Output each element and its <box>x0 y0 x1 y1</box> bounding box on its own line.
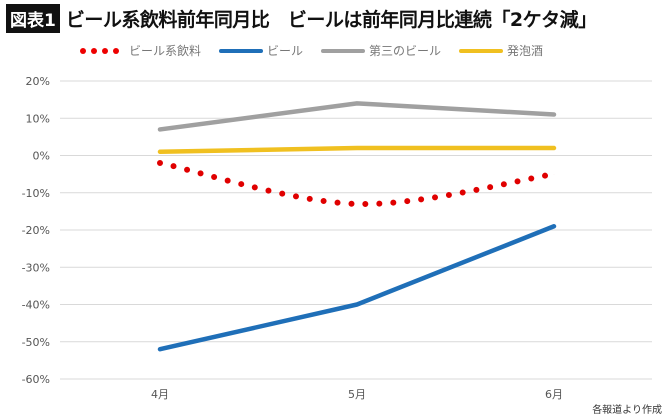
legend-label: ビール <box>267 44 304 58</box>
legend-item-beer: ビール <box>219 42 303 59</box>
legend-item-happoshu: 発泡酒 <box>459 42 543 59</box>
series-line-2 <box>157 101 557 132</box>
y-tick-label: -40% <box>22 299 50 312</box>
legend-swatch <box>219 48 264 53</box>
legend-swatch <box>80 47 119 54</box>
legend-item-third-beer: 第三のビール <box>321 42 441 59</box>
title-text: ビール系飲料前年同月比 ビールは前年同月比連続「2ケタ減」 <box>65 8 597 31</box>
y-tick-label: 20% <box>26 75 50 88</box>
legend: ビール系飲料 ビール 第三のビール 発泡酒 <box>80 42 543 59</box>
legend-label: 第三のビール <box>369 44 442 58</box>
chart-title: 図表1 ビール系飲料前年同月比 ビールは前年同月比連続「2ケタ減」 <box>6 3 597 33</box>
legend-swatch <box>459 48 504 53</box>
figure-badge: 図表1 <box>6 3 60 33</box>
y-tick-label: 10% <box>26 112 50 125</box>
legend-label: 発泡酒 <box>507 44 544 58</box>
y-tick-label: -60% <box>22 373 50 386</box>
y-tick-label: -10% <box>22 187 50 200</box>
x-tick-label: 5月 <box>348 388 366 401</box>
x-tick-label: 6月 <box>545 388 563 401</box>
legend-label: ビール系飲料 <box>129 44 202 58</box>
source-note: 各報道より作成 <box>592 405 662 416</box>
series-line-0 <box>157 159 557 207</box>
series-line-1 <box>157 224 557 352</box>
y-tick-label: 0% <box>33 150 50 163</box>
y-tick-label: -50% <box>22 336 50 349</box>
y-tick-label: -20% <box>22 224 50 237</box>
y-tick-label: -30% <box>22 261 50 274</box>
legend-item-beer-drinks: ビール系飲料 <box>80 42 201 59</box>
x-tick-label: 4月 <box>151 388 169 401</box>
series-line-3 <box>157 145 557 155</box>
legend-swatch <box>321 48 366 53</box>
